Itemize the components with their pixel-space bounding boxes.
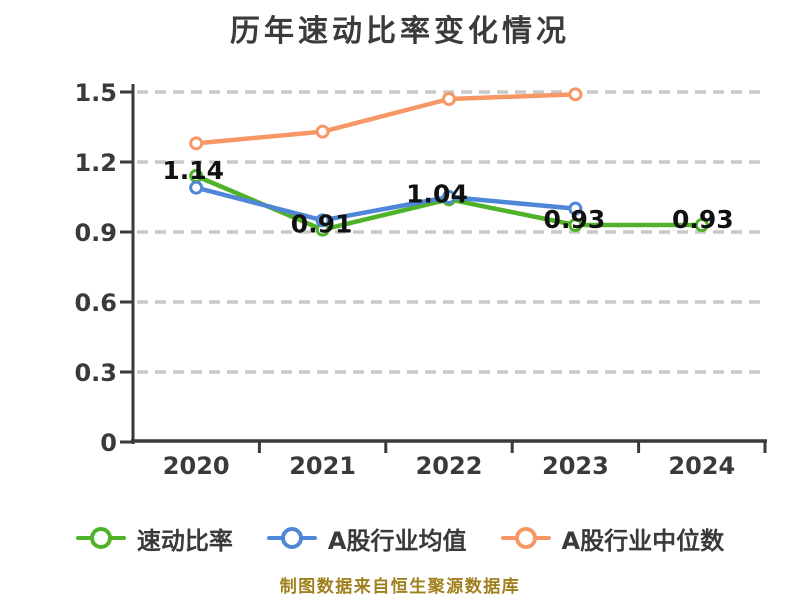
legend-label-industry-average: A股行业均值	[327, 526, 467, 555]
footer-note: 制图数据来自恒生聚源数据库	[279, 577, 521, 597]
legend-dot-industry-median	[514, 527, 537, 549]
data-point-industry-median-2021	[315, 124, 330, 139]
legend-marker-industry-median	[500, 527, 551, 549]
chart-legend: 速动比率 A股行业均值 A股行业中位数	[0, 521, 800, 555]
x-axis-label: 2020	[163, 452, 230, 480]
y-axis-label: 1.2	[74, 149, 117, 177]
data-point-industry-average-2022	[442, 190, 456, 204]
series-line-industry-median	[193, 92, 578, 146]
data-point-industry-median-2020	[189, 136, 204, 151]
data-label-2020: 1.14	[162, 156, 224, 185]
legend-item-quick-ratio[interactable]: 速动比率	[75, 521, 233, 556]
data-label-2023: 0.93	[544, 205, 606, 234]
data-point-industry-median-2022	[442, 92, 456, 106]
legend-label-quick-ratio: 速动比率	[136, 526, 233, 555]
series-line-industry-average	[193, 185, 578, 223]
data-label-2022: 1.04	[406, 179, 468, 208]
x-axis-label: 2022	[416, 452, 483, 480]
x-axis-label: 2021	[289, 452, 356, 480]
legend-item-industry-median[interactable]: A股行业中位数	[500, 521, 725, 556]
data-label-2024: 0.93	[672, 205, 734, 234]
y-axis-label: 0.6	[74, 289, 117, 317]
data-label-2021: 0.91	[291, 210, 353, 239]
data-point-industry-average-2021	[315, 213, 330, 228]
y-axis-label: 1.5	[74, 79, 117, 107]
legend-marker-quick-ratio	[75, 527, 126, 549]
legend-dot-industry-average	[280, 527, 303, 549]
data-point-quick-ratio-2023	[568, 218, 583, 232]
data-point-quick-ratio-2024	[694, 218, 709, 232]
y-axis-label: 0	[100, 429, 117, 457]
legend-item-industry-average[interactable]: A股行业均值	[266, 521, 467, 556]
x-axis-label: 2023	[542, 452, 609, 480]
data-point-industry-median-2023	[568, 87, 583, 102]
chart-title: 历年速动比率变化情况	[230, 14, 570, 49]
data-point-industry-average-2023	[568, 201, 583, 216]
legend-marker-industry-average	[266, 527, 317, 549]
legend-dot-quick-ratio	[89, 527, 112, 549]
x-axis-label: 2024	[668, 452, 735, 480]
y-axis-label: 0.9	[74, 219, 117, 247]
y-axis-label: 0.3	[74, 359, 117, 387]
legend-label-industry-median: A股行业中位数	[561, 526, 725, 555]
data-point-industry-average-2020	[189, 180, 204, 195]
